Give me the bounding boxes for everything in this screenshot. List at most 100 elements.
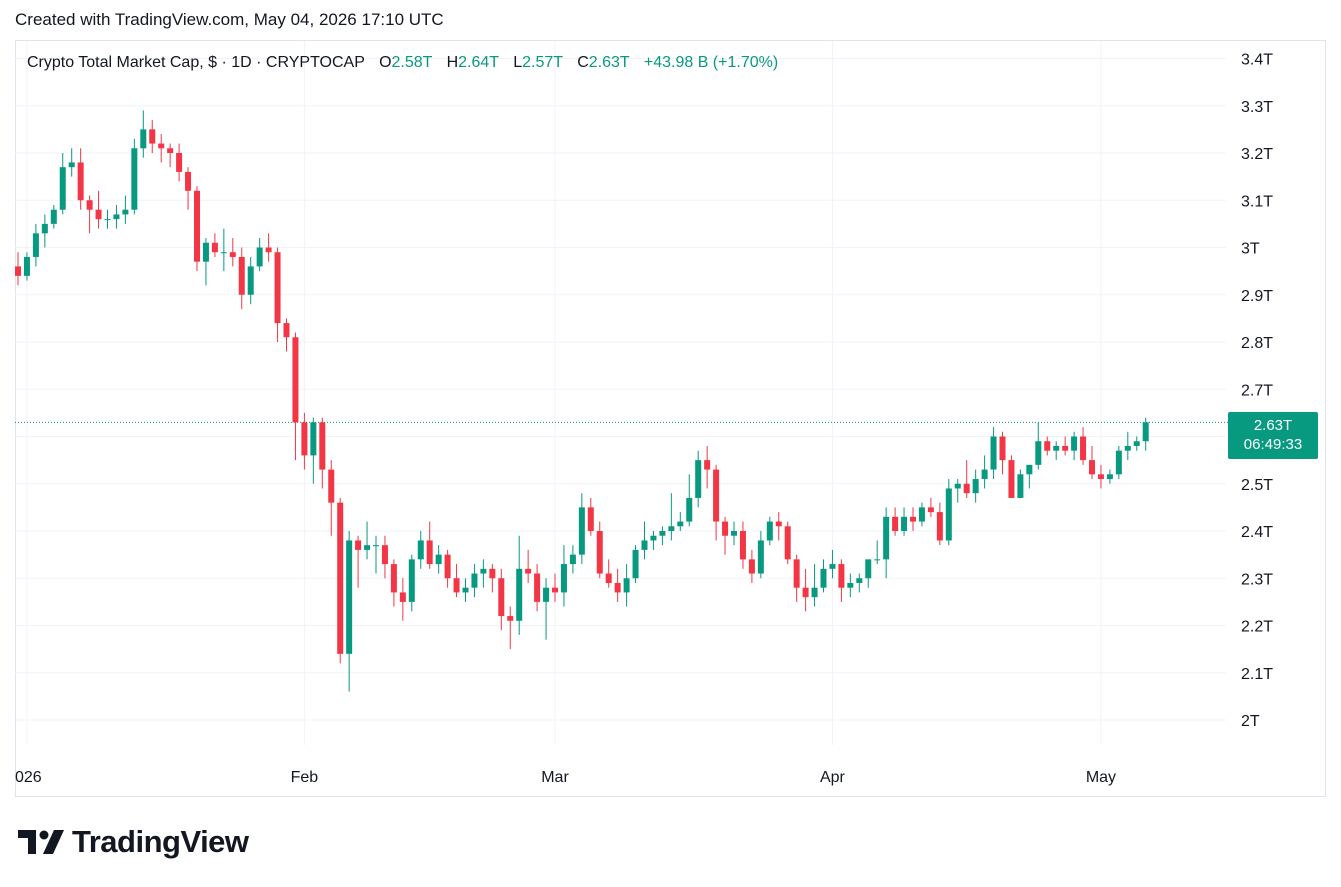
candle — [1035, 422, 1042, 470]
candle — [874, 540, 881, 565]
x-tick-label: Apr — [820, 769, 846, 786]
candle — [202, 238, 209, 286]
legend-symbol[interactable]: Crypto Total Market Cap, $ · 1D · CRYPTO… — [27, 54, 365, 71]
candle-body — [381, 545, 388, 565]
candle — [346, 531, 353, 692]
candle-body — [910, 516, 916, 522]
candle — [793, 554, 800, 602]
candle-body — [104, 219, 111, 221]
legend-open-value: 2.58T — [391, 54, 433, 71]
candle-body — [408, 559, 415, 602]
candle — [435, 545, 442, 574]
candle — [784, 521, 791, 565]
candle — [847, 573, 854, 598]
candle — [668, 493, 675, 541]
tradingview-logo[interactable]: TradingView — [18, 824, 249, 860]
candle-body — [1133, 441, 1140, 446]
candle — [158, 134, 165, 163]
candle-body — [122, 209, 129, 215]
candle-body — [1008, 460, 1015, 498]
candle-body — [158, 143, 165, 149]
candle-body — [59, 167, 66, 210]
candle — [337, 497, 344, 664]
candle-body — [185, 171, 192, 191]
candle — [274, 247, 281, 342]
candle-body — [256, 247, 263, 267]
candle-body — [176, 153, 183, 172]
candle — [972, 469, 979, 503]
candle — [901, 507, 908, 536]
candle — [775, 512, 782, 541]
candle-body — [1071, 436, 1078, 451]
candle — [587, 497, 594, 536]
candle-body — [829, 564, 836, 569]
candle-body — [945, 488, 952, 541]
candle — [1133, 436, 1140, 451]
candle — [247, 256, 254, 305]
candle — [1097, 464, 1104, 489]
candle — [1044, 436, 1051, 456]
candle-body — [668, 526, 675, 531]
candle-body — [417, 540, 424, 560]
candle — [256, 238, 263, 272]
candle — [1053, 441, 1060, 461]
candle — [1089, 445, 1095, 480]
candle-body — [632, 549, 639, 579]
candle — [722, 516, 729, 555]
candle-body — [847, 582, 854, 588]
candle — [319, 417, 326, 489]
candle — [1008, 455, 1015, 498]
candle-body — [1053, 445, 1060, 451]
candle — [552, 573, 558, 602]
candle-body — [990, 436, 997, 470]
candle-body — [695, 460, 702, 498]
candle — [59, 153, 66, 215]
candle — [498, 568, 505, 631]
candle-body — [865, 559, 872, 579]
last-price-tag: 2.63T 06:49:33 — [1228, 412, 1318, 459]
candle-body — [802, 587, 809, 598]
candle — [739, 521, 746, 569]
candle-body — [283, 323, 290, 338]
y-tick-label: 2.8T — [1241, 335, 1273, 352]
legend-high-value: 2.64T — [458, 54, 499, 71]
candle — [757, 531, 764, 579]
candle — [632, 545, 639, 583]
candle-body — [954, 483, 961, 489]
candle-body — [337, 502, 344, 654]
candle — [865, 559, 872, 588]
candle — [945, 479, 952, 546]
legend-low-label: L — [513, 54, 523, 71]
candle-body — [355, 540, 362, 550]
candle — [1080, 427, 1087, 465]
candle — [95, 190, 102, 229]
candle-body — [838, 564, 845, 588]
candle — [659, 526, 666, 546]
candle — [560, 545, 567, 607]
candle-body — [918, 507, 925, 522]
candle — [238, 247, 245, 309]
candle-body — [901, 516, 908, 531]
legend-close-value: 2.63T — [588, 54, 630, 71]
candle — [713, 464, 720, 541]
candle — [596, 521, 603, 579]
candle-layer — [15, 110, 1149, 692]
candle-body — [936, 512, 943, 541]
candle — [390, 559, 397, 607]
candle-body — [578, 507, 585, 555]
candle-body — [292, 337, 299, 423]
candle-body — [552, 587, 558, 593]
candle — [695, 450, 702, 508]
candle — [820, 559, 827, 593]
legend-high-label: H — [446, 54, 459, 71]
candle — [1017, 469, 1024, 498]
candle-body — [41, 223, 48, 234]
chart-frame[interactable] — [15, 40, 1326, 797]
candle — [301, 412, 308, 470]
candle — [963, 460, 970, 498]
candle — [480, 559, 487, 588]
candle-body — [596, 531, 603, 574]
candle — [131, 138, 138, 215]
candle — [811, 564, 818, 607]
